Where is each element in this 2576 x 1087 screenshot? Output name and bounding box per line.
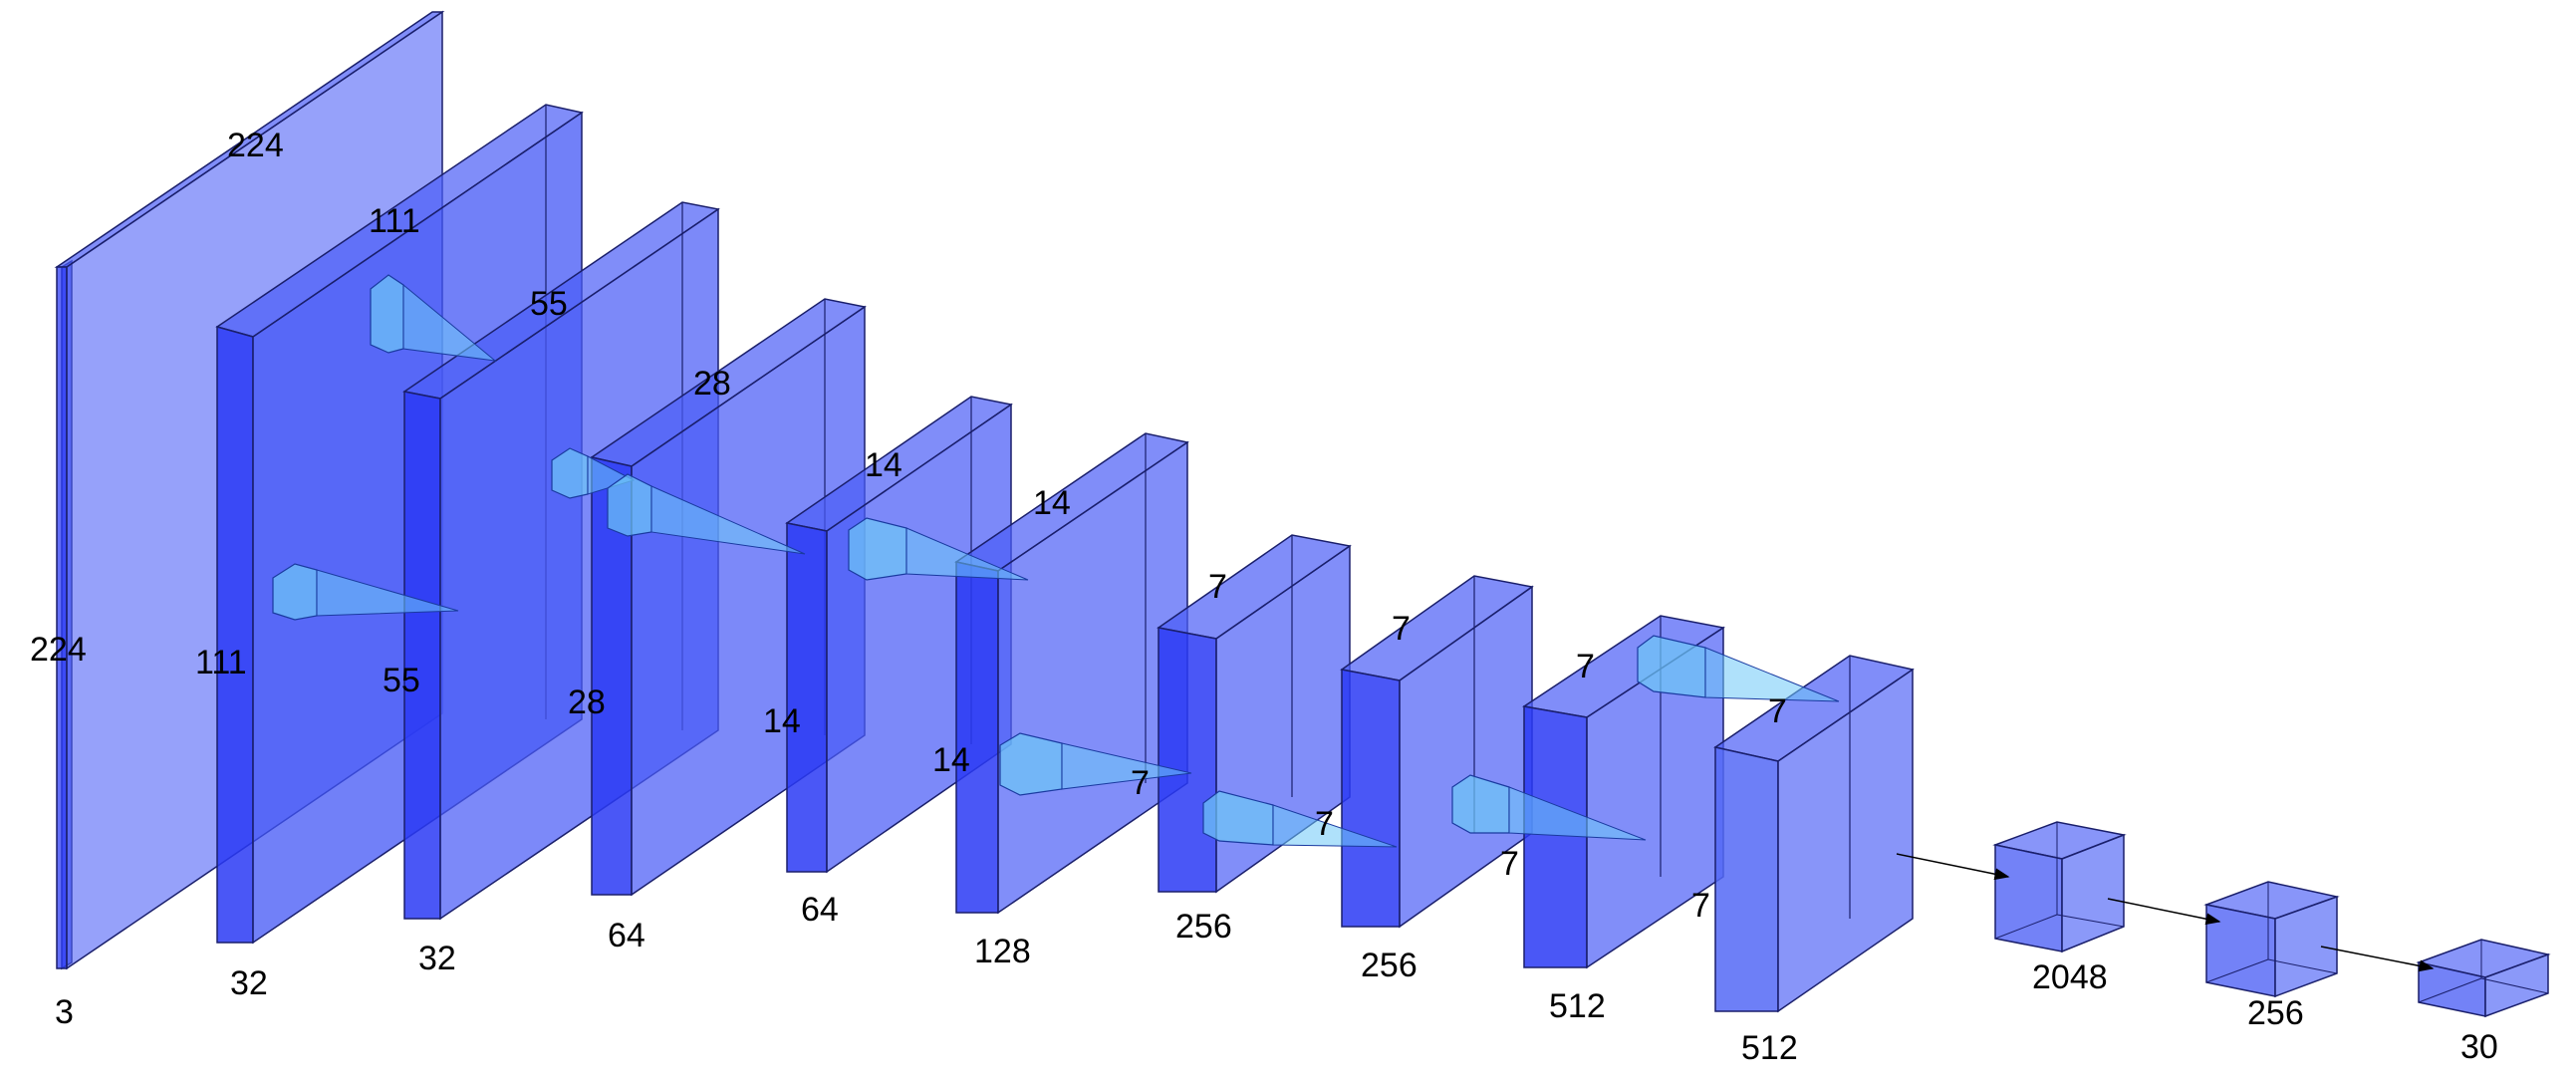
conv7-width-label: 7 [1392,610,1411,648]
kernel-pyramid [1272,804,1398,848]
layer-front-face [216,326,254,944]
conv8-height-label: 7 [1500,845,1519,883]
conv6-width-label: 7 [1208,568,1227,606]
kernel-pyramid [402,283,497,362]
conv8-width-label: 7 [1576,648,1595,685]
kernel-4 [848,517,1029,581]
kernel-3 [551,447,806,555]
layer-front-face [403,391,441,920]
layer-front-face [1994,844,2063,952]
layer-output [2416,939,2551,1018]
layer-front-face [2205,904,2276,997]
labels: 224 224 3 111 111 32 55 55 32 28 28 64 1… [30,127,2498,1067]
layer-front-face [955,561,999,914]
dense2-size-label: 256 [2247,994,2304,1032]
conv7-depth-label: 256 [1361,947,1417,984]
conv9-height-label: 7 [1691,887,1710,925]
layer-edge [2480,977,2549,994]
arrow-conv9-to-dense1 [1896,853,2010,881]
conv2-depth-label: 32 [418,940,456,977]
conv3-depth-label: 64 [608,917,645,954]
conv3-height-label: 28 [568,683,606,721]
layer-front-face [1341,669,1401,928]
layer-front-face [1714,746,1779,1012]
conv6-height-label: 7 [1131,764,1150,802]
conv8-depth-label: 512 [1549,987,1606,1025]
arrow-dense1-to-dense2 [2107,898,2221,926]
kernel-pyramid [316,569,459,617]
layer-edge [2056,914,2125,928]
conv5-depth-label: 128 [974,933,1031,970]
conv5-height-label: 14 [932,741,970,779]
layer-front-face [56,266,68,969]
layer-conv9 [1713,655,1915,1013]
kernel-box [607,473,652,537]
kernel-box [999,732,1063,796]
layer-edge [2205,958,2269,983]
conv4-height-label: 14 [763,702,801,740]
kernel-pyramid [1508,786,1647,841]
output-size-label: 30 [2460,1028,2498,1066]
conv4-width-label: 14 [865,446,902,484]
layer-front-face [786,522,828,873]
layer-conv7 [1340,575,1534,929]
kernel-box [370,274,404,354]
kernel-6 [1202,790,1398,848]
kernel-box [1637,635,1706,698]
conv3-width-label: 28 [693,365,731,403]
layer-front-face [1158,627,1217,893]
conv7-height-label: 7 [1315,805,1334,843]
arrow-dense2-to-output [2320,946,2435,972]
conv4-depth-label: 64 [801,891,839,929]
conv9-width-label: 7 [1768,692,1787,730]
layer-right-face [1777,668,1914,1013]
input-width-label: 224 [227,127,284,164]
kernel-pyramid [1704,647,1840,702]
layer-edge [2418,977,2482,1003]
layer-dense1 [1992,821,2127,953]
conv5-width-label: 14 [1033,484,1071,522]
kernel-pyramid [650,485,806,555]
conv2-width-label: 55 [530,285,568,323]
input-height-label: 224 [30,631,87,669]
layer-conv5 [954,432,1189,915]
conv1-height-label: 111 [195,644,247,681]
conv2-height-label: 55 [383,662,420,699]
kernel-pyramid [905,527,1029,581]
conv9-depth-label: 512 [1741,1029,1798,1067]
input-depth-label: 3 [55,993,74,1031]
conv1-depth-label: 32 [230,964,268,1002]
layer-edge [2267,958,2338,974]
conv6-depth-label: 256 [1175,908,1232,946]
kernel-1 [272,563,459,621]
dense1-size-label: 2048 [2032,958,2108,996]
connection-arrows [1896,853,2435,972]
kernel-pyramid [1061,742,1192,790]
kernel-5 [999,732,1192,796]
conv1-width-label: 111 [369,202,420,240]
kernel-7 [1451,774,1647,841]
layer-dense2 [2203,881,2340,998]
layer-edge [1994,914,2058,940]
kernel-box [848,517,907,581]
kernel-2 [370,274,497,362]
kernel-8 [1637,635,1840,702]
